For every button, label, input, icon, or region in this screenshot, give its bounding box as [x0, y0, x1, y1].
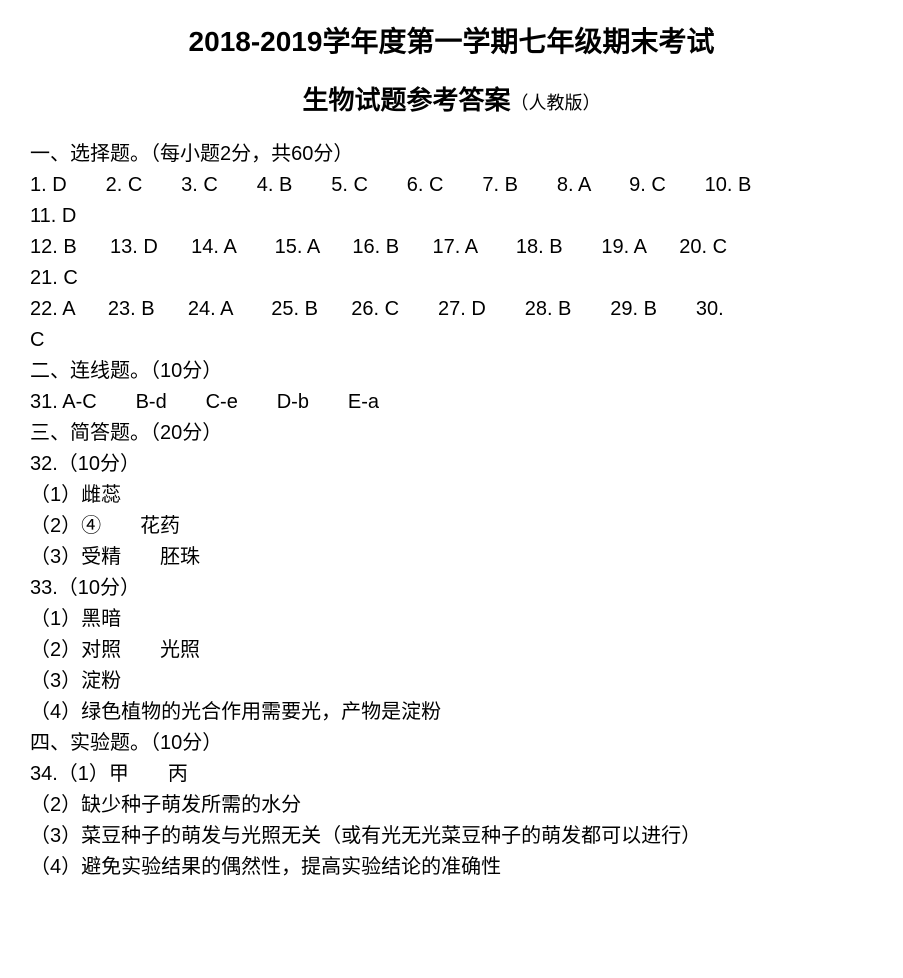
q33-part2: （2）对照 光照 — [30, 635, 873, 666]
q31-answer: 31. A-C B-d C-e D-b E-a — [30, 387, 873, 418]
title2-main: 生物试题参考答案 — [302, 85, 510, 115]
q32-header: 32.（10分） — [30, 449, 873, 480]
mc-answers-row-1: 1. D 2. C 3. C 4. B 5. C 6. C 7. B 8. A … — [30, 170, 873, 201]
section-2-header: 二、连线题。（10分） — [30, 356, 873, 387]
section-3-header: 三、简答题。（20分） — [30, 418, 873, 449]
q33-part1: （1）黑暗 — [30, 604, 873, 635]
q34-part2: （2）缺少种子萌发所需的水分 — [30, 790, 873, 821]
document-title-2: 生物试题参考答案（人教版） — [30, 80, 873, 117]
q32-part1: （1）雌蕊 — [30, 480, 873, 511]
q33-part3: （3）淀粉 — [30, 666, 873, 697]
q34-part3: （3）菜豆种子的萌发与光照无关（或有光无光菜豆种子的萌发都可以进行） — [30, 821, 873, 852]
mc-answers-row-2: 11. D — [30, 201, 873, 232]
mc-answers-row-3: 12. B 13. D 14. A 15. A 16. B 17. A 18. … — [30, 232, 873, 263]
mc-answers-row-6: C — [30, 325, 873, 356]
q32-part3: （3）受精 胚珠 — [30, 542, 873, 573]
section-4-header: 四、实验题。（10分） — [30, 728, 873, 759]
q32-part2: （2）④ 花药 — [30, 511, 873, 542]
q33-part4: （4）绿色植物的光合作用需要光，产物是淀粉 — [30, 697, 873, 728]
section-1-header: 一、选择题。（每小题2分，共60分） — [30, 139, 873, 170]
q34-part4: （4）避免实验结果的偶然性，提高实验结论的准确性 — [30, 852, 873, 883]
document-title-1: 2018-2019学年度第一学期七年级期末考试 — [30, 20, 873, 60]
mc-answers-row-4: 21. C — [30, 263, 873, 294]
title2-note: （人教版） — [511, 93, 601, 113]
mc-answers-row-5: 22. A 23. B 24. A 25. B 26. C 27. D 28. … — [30, 294, 873, 325]
q33-header: 33.（10分） — [30, 573, 873, 604]
q34-part1: 34.（1）甲 丙 — [30, 759, 873, 790]
